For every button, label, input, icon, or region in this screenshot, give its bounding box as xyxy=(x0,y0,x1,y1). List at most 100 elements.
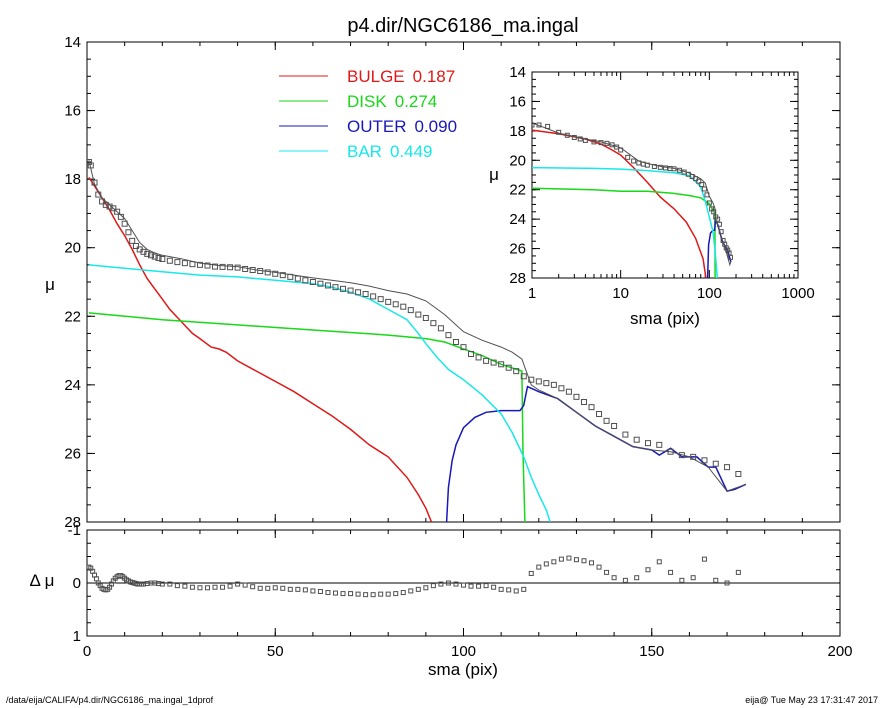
main-data-point xyxy=(324,282,331,289)
main-data-point xyxy=(114,208,121,215)
main-data-point xyxy=(468,351,475,357)
residual-data-point xyxy=(212,584,218,590)
inset-ytick-label-1: 16 xyxy=(509,93,526,110)
inset-data-point xyxy=(651,163,657,169)
main-data-point xyxy=(110,205,117,212)
residual-data-point xyxy=(679,577,685,583)
inset-panel: 1 10 100 1000 14 16 18 20 22 24 26 28 sma (pix) μ xyxy=(489,64,815,328)
residual-data-point xyxy=(506,587,512,593)
main-data-point xyxy=(332,284,339,291)
residual-data-point xyxy=(265,585,271,591)
residual-data-point xyxy=(491,584,497,590)
main-data-point xyxy=(249,267,256,273)
main-data-point xyxy=(219,263,226,270)
main-data-point xyxy=(87,159,92,165)
main-data-point xyxy=(550,381,557,388)
main-data-point xyxy=(117,213,124,220)
main-ticks: 14 16 18 20 22 24 26 28 xyxy=(64,34,841,531)
main-data-point xyxy=(535,378,542,385)
main-data-point xyxy=(498,361,505,368)
inset-data-point xyxy=(699,182,705,188)
main-data-point xyxy=(99,198,106,205)
inset-data-point xyxy=(631,158,637,164)
inset-data-point xyxy=(676,167,682,173)
legend-name: BAR xyxy=(347,142,382,161)
main-data-point xyxy=(125,229,132,236)
main-ytick-label-5: 24 xyxy=(64,377,81,394)
inset-data-point xyxy=(704,192,710,198)
main-data-point xyxy=(603,417,610,424)
main-series xyxy=(87,159,747,522)
inset-ytick-label-5: 24 xyxy=(509,211,526,228)
main-data-point xyxy=(543,380,550,387)
residual-data-point xyxy=(724,580,730,586)
main-data-point xyxy=(129,237,136,244)
main-data-point xyxy=(279,272,286,279)
main-data-point xyxy=(644,440,651,447)
residual-data-point xyxy=(589,560,595,566)
inset-data-point xyxy=(591,139,597,145)
residual-data-point xyxy=(656,559,662,565)
inset-data-point xyxy=(662,165,668,171)
main-data-point xyxy=(347,287,354,294)
residual-data-point xyxy=(363,592,369,598)
residual-data-point xyxy=(668,569,674,575)
residual-data-point xyxy=(408,588,414,594)
inset-ticks: 1 10 100 1000 14 16 18 20 22 24 26 28 xyxy=(509,64,814,302)
residual-xtick-label-2: 100 xyxy=(451,643,476,660)
main-data-point xyxy=(155,255,162,261)
main-data-point xyxy=(106,203,113,210)
residual-data-point xyxy=(701,556,707,562)
main-data-point xyxy=(573,393,580,400)
main-panel: 14 16 18 20 22 24 26 28 μ xyxy=(45,34,841,531)
main-data-point xyxy=(430,320,437,327)
main-data-point xyxy=(558,385,565,392)
inset-ytick-label-0: 14 xyxy=(509,64,526,81)
main-data-point xyxy=(148,252,155,259)
main-ytick-label-1: 16 xyxy=(64,103,81,120)
residual-data-point xyxy=(430,583,436,589)
inset-ytick-label-3: 20 xyxy=(509,152,526,169)
main-data-point xyxy=(483,357,490,364)
main-data-point xyxy=(422,315,429,321)
main-data-point xyxy=(701,457,708,464)
main-data-point xyxy=(392,301,399,308)
residual-data-point xyxy=(348,591,354,597)
inset-data-point xyxy=(604,140,610,146)
legend-name: OUTER xyxy=(347,117,407,136)
residual-data-point xyxy=(197,585,203,591)
main-ytick-label-7: 28 xyxy=(64,514,81,531)
residual-data-point xyxy=(189,584,195,590)
residual-data-point xyxy=(235,581,241,587)
main-data-point xyxy=(452,339,459,345)
residual-data-point xyxy=(242,582,248,588)
main-data-point xyxy=(596,411,603,417)
inset-data-point xyxy=(657,164,663,170)
legend: BULGE 0.187 DISK 0.274 OUTER 0.090 BAR 0.449 xyxy=(279,67,457,161)
residual-xtick-label-1: 50 xyxy=(267,643,284,660)
main-data-point xyxy=(181,260,188,267)
main-data-point xyxy=(151,253,158,260)
main-data-point xyxy=(588,404,595,411)
residual-panel: 0 50 100 150 200-101 sma (pix) Δ μ xyxy=(30,522,853,679)
inset-data-point xyxy=(582,137,588,143)
residual-data-point xyxy=(220,584,226,590)
legend-label-bar: BAR 0.449 xyxy=(347,142,433,161)
residual-data-point xyxy=(735,569,741,575)
residual-data-point xyxy=(596,564,602,570)
residual-data-point xyxy=(483,583,489,589)
residual-data-point xyxy=(393,591,399,597)
main-ytick-label-3: 20 xyxy=(64,240,81,257)
residual-data-point xyxy=(280,585,286,591)
chart-title: p4.dir/NGC6186_ma.ingal xyxy=(347,15,578,37)
inset-xtick-label-0: 1 xyxy=(528,285,536,302)
main-data-point xyxy=(437,325,444,332)
main-data-point xyxy=(159,256,166,263)
main-outer-line xyxy=(445,385,747,522)
main-data-point xyxy=(445,332,452,339)
main-data-point xyxy=(196,261,203,268)
main-data-point xyxy=(204,262,211,269)
inset-data-point xyxy=(718,229,724,235)
legend-label-outer: OUTER 0.090 xyxy=(347,117,457,136)
inset-data-point xyxy=(545,123,551,129)
